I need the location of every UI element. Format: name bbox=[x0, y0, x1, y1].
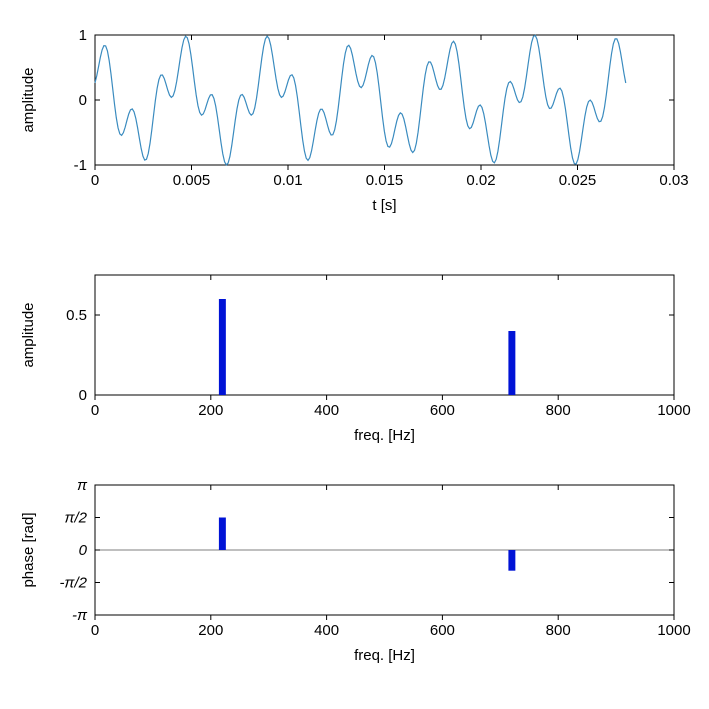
amplitude-spectrum-plot: 0 200 400 600 800 1000 0 0.5 freq. [Hz] amplitude bbox=[20, 275, 691, 444]
time-domain-plot: 00.0050.010.0150.020.0250.03-101t [s]amp… bbox=[20, 27, 689, 214]
x-tick-label: 0.01 bbox=[273, 172, 302, 189]
y-tick-label: -1 bbox=[74, 157, 87, 174]
x-tick-label: 200 bbox=[198, 622, 223, 639]
y-tick-label: 0.5 bbox=[66, 307, 87, 324]
y-tick-label: -π/2 bbox=[59, 575, 87, 592]
x-tick-label: 400 bbox=[314, 402, 339, 419]
x-tick-label: 0 bbox=[91, 172, 99, 189]
x-tick-label: 0 bbox=[91, 402, 99, 419]
x-tick-label: 0.02 bbox=[466, 172, 495, 189]
x-tick-label: 0.025 bbox=[559, 172, 597, 189]
x-axis-label: freq. [Hz] bbox=[354, 427, 415, 444]
x-axis-label: freq. [Hz] bbox=[354, 647, 415, 664]
x-tick-label: 800 bbox=[546, 402, 571, 419]
x-tick-label: 200 bbox=[198, 402, 223, 419]
x-tick-label: 800 bbox=[546, 622, 571, 639]
y-tick-label: 0 bbox=[79, 387, 87, 404]
figure-svg: 00.0050.010.0150.020.0250.03-101t [s]amp… bbox=[0, 0, 709, 709]
x-tick-label: 1000 bbox=[657, 622, 690, 639]
y-axis-label: phase [rad] bbox=[20, 512, 37, 587]
x-tick-label: 400 bbox=[314, 622, 339, 639]
x-tick-label: 0.03 bbox=[659, 172, 688, 189]
x-tick-label: 600 bbox=[430, 402, 455, 419]
x-tick-label: 600 bbox=[430, 622, 455, 639]
y-tick-label: π bbox=[77, 477, 88, 494]
y-tick-label: 0 bbox=[79, 542, 88, 559]
x-tick-label: 0.005 bbox=[173, 172, 211, 189]
phase-spectrum-plot: 0 200 400 600 800 1000 -π -π/2 0 π/2 π freq. [Hz] ph… bbox=[20, 477, 691, 664]
x-tick-label: 0.015 bbox=[366, 172, 404, 189]
y-tick-label: -π bbox=[72, 607, 88, 624]
x-tick-label: 1000 bbox=[657, 402, 690, 419]
bar bbox=[508, 550, 515, 571]
bar bbox=[219, 518, 226, 551]
y-tick-label: 1 bbox=[79, 27, 87, 44]
y-axis-label: amplitude bbox=[20, 302, 37, 367]
y-axis-label: amplitude bbox=[20, 67, 37, 132]
x-tick-label: 0 bbox=[91, 622, 99, 639]
figure: 00.0050.010.0150.020.0250.03-101t [s]amp… bbox=[0, 0, 709, 709]
y-tick-label: 0 bbox=[79, 92, 87, 109]
x-axis-label: t [s] bbox=[372, 197, 396, 214]
bar bbox=[508, 331, 515, 395]
bar bbox=[219, 299, 226, 395]
y-tick-label: π/2 bbox=[64, 510, 87, 527]
